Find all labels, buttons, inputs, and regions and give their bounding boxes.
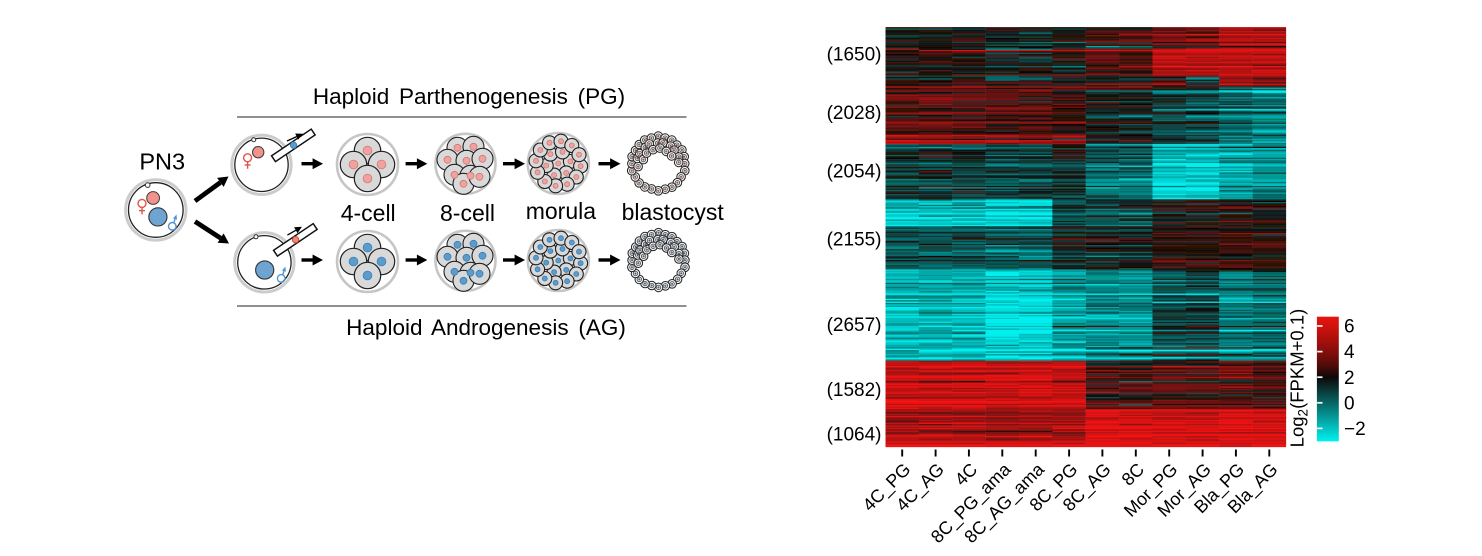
svg-text:8-cell: 8-cell (440, 200, 495, 226)
svg-text:(2657): (2657) (827, 315, 882, 336)
svg-text:Haploid Parthenogenesis (PG): Haploid Parthenogenesis (PG) (313, 84, 625, 109)
svg-text:blastocyst: blastocyst (622, 199, 725, 225)
svg-text:(1650): (1650) (827, 45, 882, 66)
svg-text:0: 0 (1344, 393, 1355, 414)
svg-text:−2: −2 (1344, 419, 1366, 440)
svg-text:4: 4 (1344, 342, 1355, 363)
svg-text:PN3: PN3 (139, 149, 185, 175)
svg-text:morula: morula (526, 198, 597, 224)
svg-text:(1064): (1064) (827, 424, 882, 445)
svg-text:(2155): (2155) (827, 230, 882, 251)
svg-text:2: 2 (1344, 368, 1355, 389)
svg-text:(2028): (2028) (827, 103, 882, 124)
svg-text:Log2(FPKM+0.1): Log2(FPKM+0.1) (1287, 309, 1311, 448)
svg-text:4-cell: 4-cell (341, 200, 396, 226)
svg-text:(2054): (2054) (827, 162, 882, 183)
svg-text:Haploid Androgenesis (AG): Haploid Androgenesis (AG) (346, 315, 626, 340)
svg-text:6: 6 (1344, 317, 1355, 338)
svg-text:(1582): (1582) (827, 380, 882, 401)
